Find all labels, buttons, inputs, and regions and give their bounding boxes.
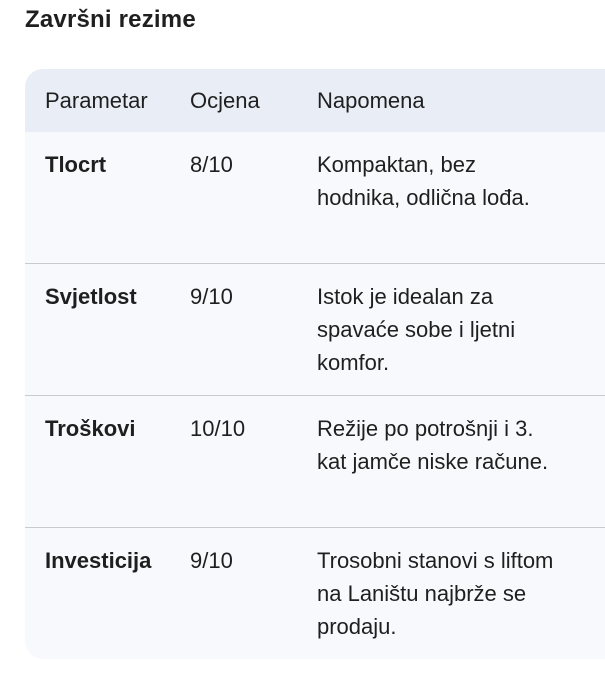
cell-ocjena: 8/10 (190, 152, 233, 177)
table-row: Troškovi 10/10 Režije po potrošnji i 3. … (25, 396, 605, 528)
cell-napomena: Kompaktan, bez hodnika, odlična lođa. (317, 152, 530, 210)
cell-ocjena: 9/10 (190, 284, 233, 309)
table-row: Tlocrt 8/10 Kompaktan, bez hodnika, odli… (25, 132, 605, 264)
cell-napomena: Režije po potrošnji i 3. kat jamče niske… (317, 416, 549, 474)
cell-napomena: Istok je idealan za spavaće sobe i ljetn… (317, 284, 516, 375)
table-row: Investicija 9/10 Trosobni stanovi s lift… (25, 528, 605, 659)
table-row: Svjetlost 9/10 Istok je idealan za spava… (25, 264, 605, 396)
cell-ocjena: 9/10 (190, 548, 233, 573)
cell-parametar: Svjetlost (45, 284, 137, 309)
header-napomena: Napomena (317, 88, 425, 113)
cell-napomena: Trosobni stanovi s liftom na Laništu naj… (317, 548, 554, 639)
summary-table: Parametar Ocjena Napomena Tlocrt 8/10 Ko… (25, 69, 605, 659)
header-ocjena: Ocjena (190, 88, 260, 113)
header-parametar: Parametar (45, 88, 148, 113)
cell-ocjena: 10/10 (190, 416, 246, 441)
cell-parametar: Investicija (45, 548, 152, 573)
section-title: Završni rezime (25, 6, 196, 33)
cell-parametar: Tlocrt (45, 152, 107, 177)
cell-parametar: Troškovi (45, 416, 136, 441)
table-header: Parametar Ocjena Napomena (25, 69, 605, 132)
